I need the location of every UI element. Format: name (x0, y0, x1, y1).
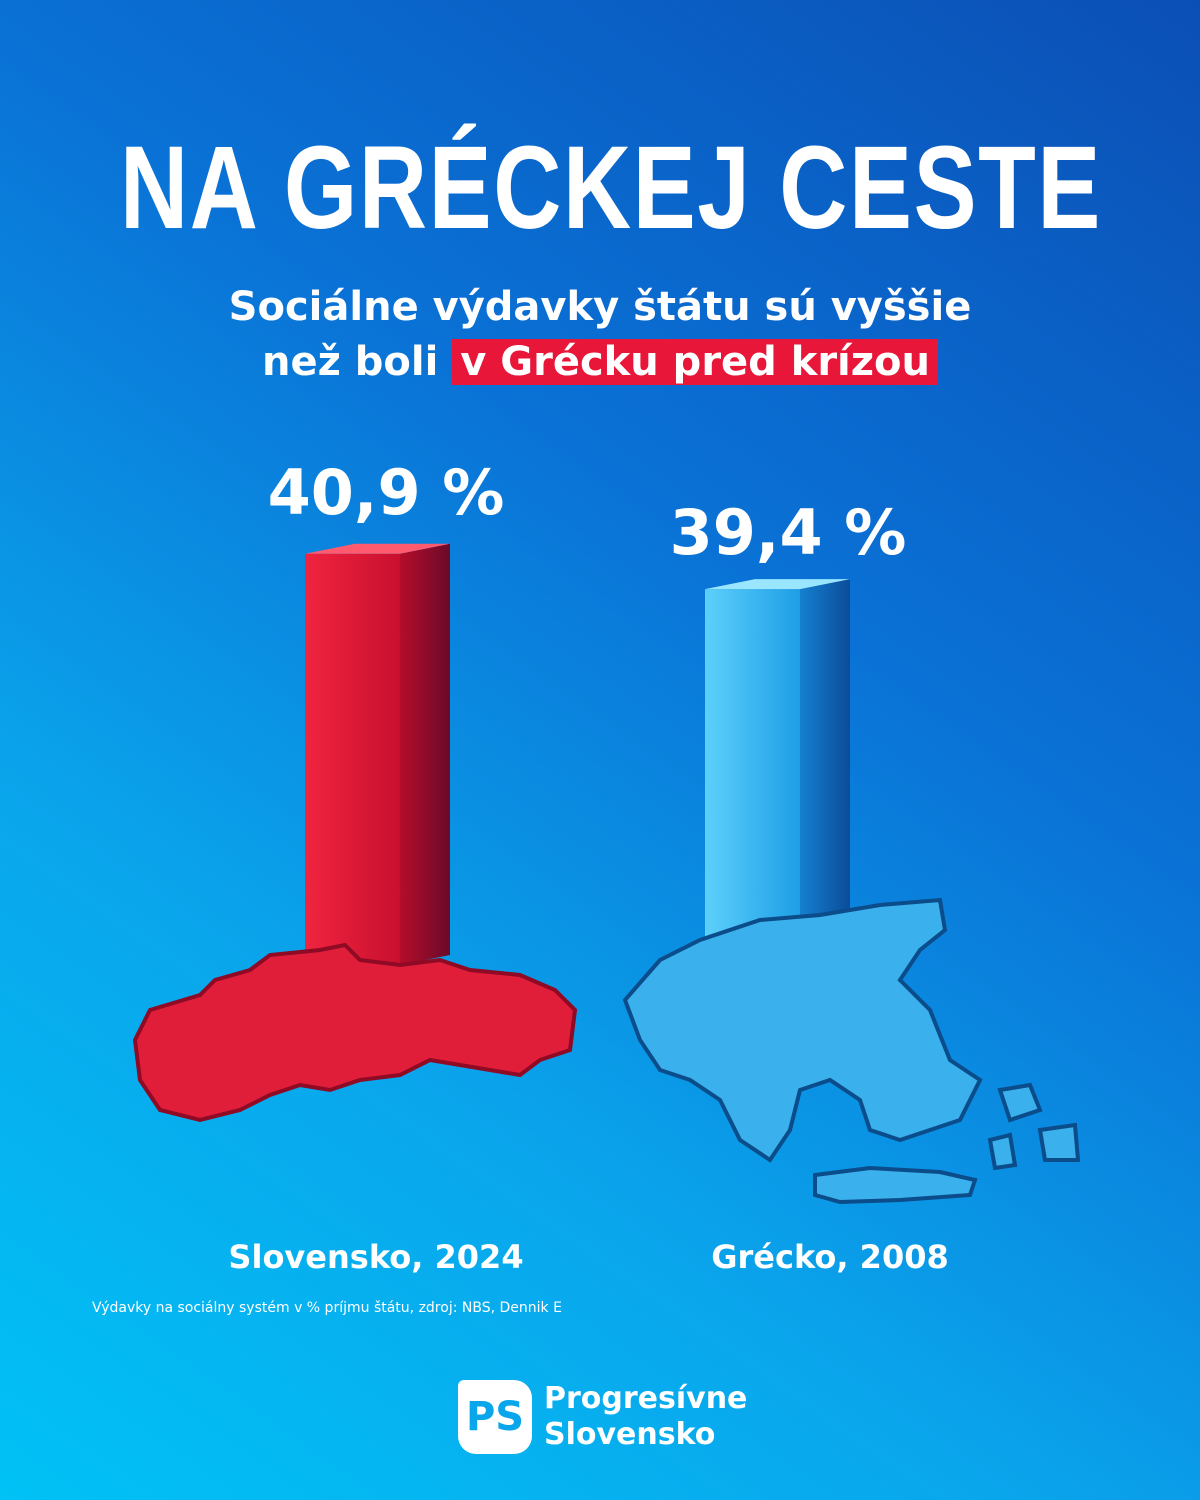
greek-islands (987, 1082, 1081, 1171)
logo-line2: Slovensko (544, 1417, 716, 1452)
slovakia-map (132, 942, 578, 1123)
subtitle-line1: Sociálne výdavky štátu sú vyššie (228, 284, 972, 330)
subtitle: Sociálne výdavky štátu sú vyššie než bol… (0, 280, 1200, 390)
value-label-greece: 39,4 % (669, 496, 907, 569)
bar-slovakia-top (305, 543, 450, 554)
subtitle-prefix: než boli (261, 339, 439, 385)
logo: PS Progresívne Slovensko (458, 1380, 747, 1454)
logo-line1: Progresívne (544, 1381, 748, 1416)
logo-mark: PS (458, 1380, 532, 1454)
greece-map (622, 897, 983, 1163)
crete-island (813, 1165, 978, 1205)
bar-greece-front (705, 589, 800, 985)
bar-greece-top (705, 579, 850, 590)
bar-slovakia-front (305, 553, 400, 965)
value-label-slovakia: 40,9 % (267, 456, 505, 529)
bar-greece-side (800, 579, 850, 985)
bar-slovakia-side (400, 543, 450, 965)
page-title: NA GRÉCKEJ CESTE (120, 122, 1102, 254)
source-note: Výdavky na sociálny systém v % príjmu št… (92, 1300, 562, 1316)
subtitle-highlight: v Grécku pred krízou (452, 339, 939, 385)
category-label-greece: Grécko, 2008 (711, 1238, 949, 1276)
category-label-slovakia: Slovensko, 2024 (228, 1238, 524, 1276)
